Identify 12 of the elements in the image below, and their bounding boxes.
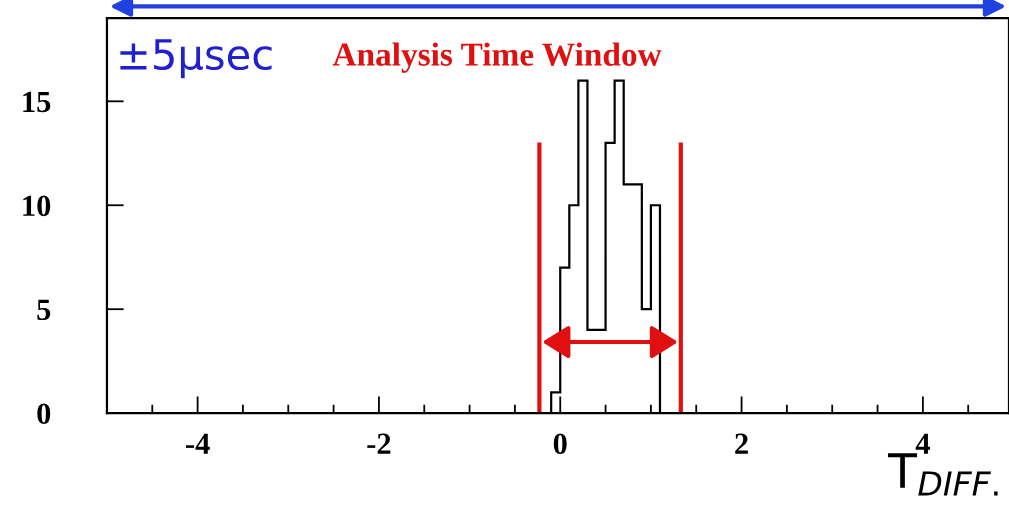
x-tick-label: 4 [915,433,930,454]
x-tick-label: 2 [735,433,748,454]
annotation: ±5µsec [120,39,272,79]
y-tick-label: 0 [37,403,51,425]
x-tick-label: -4 [186,433,210,454]
x-axis-title: T$_{DIFF.}$ [887,453,998,496]
y-tick-label: 5 [37,299,51,321]
y-tick-label: 15 [23,91,51,113]
x-tick-label: -2 [367,433,391,454]
y-tick-label: 10 [23,195,51,217]
x-tick-label: 0 [553,433,567,455]
annotation: Analysis Time Window [332,42,662,73]
